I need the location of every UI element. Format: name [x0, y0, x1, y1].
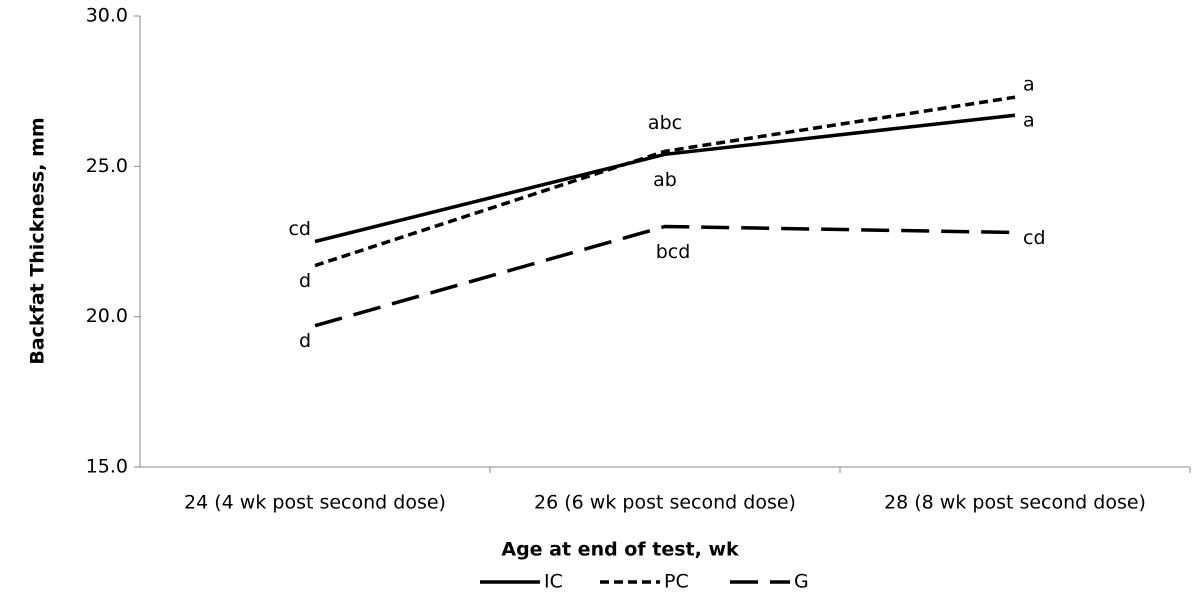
- point-letter: d: [299, 270, 311, 292]
- y-tick-label: 20.0: [86, 305, 128, 327]
- point-letter: ab: [653, 169, 677, 191]
- point-letter: a: [1023, 74, 1035, 96]
- legend-label: PC: [664, 571, 689, 593]
- series-line: [314, 224, 1016, 328]
- point-letter: a: [1023, 110, 1035, 132]
- point-letter: d: [299, 330, 311, 352]
- x-tick-label: 26 (6 wk post second dose): [534, 492, 796, 514]
- y-tick-label: 15.0: [86, 456, 128, 478]
- point-letter: cd: [1023, 227, 1046, 249]
- y-tick-label: 30.0: [86, 5, 128, 27]
- x-axis-title: Age at end of test, wk: [501, 539, 739, 561]
- y-axis-title: Backfat Thickness, mm: [27, 117, 49, 364]
- point-letter: cd: [288, 218, 311, 240]
- series-line: [314, 113, 1016, 244]
- point-letter: bcd: [656, 241, 691, 263]
- legend-label: G: [794, 571, 809, 593]
- legend-label: IC: [544, 571, 563, 593]
- y-tick-label: 25.0: [86, 155, 128, 177]
- point-letter: abc: [648, 112, 682, 134]
- x-tick-label: 24 (4 wk post second dose): [184, 492, 446, 514]
- series-line: [314, 95, 1016, 268]
- x-tick-label: 28 (8 wk post second dose): [884, 492, 1146, 514]
